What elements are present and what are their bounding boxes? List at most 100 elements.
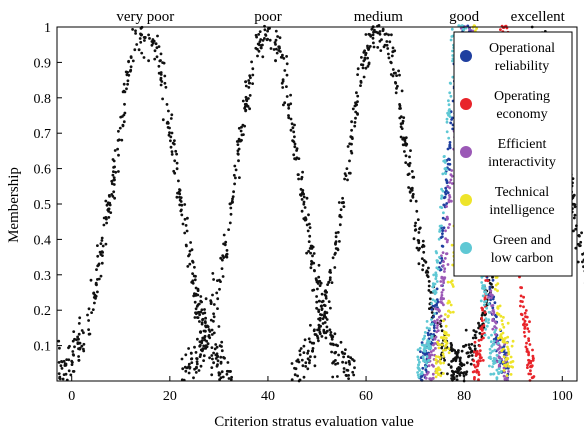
data-point xyxy=(425,320,429,323)
data-point xyxy=(416,355,420,359)
data-point xyxy=(307,337,311,341)
data-point xyxy=(180,208,183,212)
data-point xyxy=(401,137,405,141)
data-point xyxy=(204,346,207,350)
data-point xyxy=(484,317,488,320)
data-point xyxy=(178,188,181,191)
data-point xyxy=(243,106,247,110)
data-point xyxy=(523,325,527,329)
data-point xyxy=(175,167,179,171)
data-point xyxy=(528,343,532,346)
data-point xyxy=(377,24,381,27)
data-point xyxy=(354,116,357,120)
data-point xyxy=(195,316,199,319)
data-point xyxy=(222,256,226,259)
data-point xyxy=(424,368,428,372)
data-point xyxy=(218,287,221,291)
data-point xyxy=(445,189,448,193)
data-point xyxy=(61,377,65,381)
data-point xyxy=(120,138,124,142)
data-point xyxy=(113,149,117,152)
data-point xyxy=(303,218,307,222)
data-point xyxy=(199,348,203,352)
data-point xyxy=(220,267,224,270)
data-point xyxy=(407,186,410,189)
y-tick-label: 1 xyxy=(44,21,51,36)
data-point xyxy=(444,336,448,340)
y-tick-label: 0.4 xyxy=(34,233,52,248)
data-point xyxy=(491,319,494,322)
data-point xyxy=(225,372,229,376)
data-point xyxy=(211,293,214,297)
data-point xyxy=(404,161,408,165)
data-point xyxy=(445,205,448,208)
data-point xyxy=(378,32,382,36)
data-point xyxy=(387,52,390,56)
data-point xyxy=(212,319,215,323)
data-point xyxy=(161,97,165,101)
data-point xyxy=(430,311,434,314)
data-point xyxy=(155,46,159,50)
data-point xyxy=(424,365,427,369)
data-point xyxy=(446,372,449,376)
data-point xyxy=(402,116,406,119)
data-point xyxy=(318,332,322,336)
data-point xyxy=(500,349,504,353)
data-point xyxy=(165,103,169,106)
data-point xyxy=(336,231,340,234)
data-point xyxy=(127,60,130,64)
data-point xyxy=(301,189,305,192)
data-point xyxy=(574,246,578,250)
data-point xyxy=(293,145,297,149)
data-point xyxy=(281,86,285,89)
data-point xyxy=(467,355,470,359)
data-point xyxy=(201,317,205,321)
data-point xyxy=(184,243,188,247)
data-point xyxy=(78,347,82,351)
data-point xyxy=(448,108,451,111)
legend: Operational reliability Operating economy Ef… xyxy=(453,31,573,277)
data-point xyxy=(475,350,479,353)
data-point xyxy=(202,359,206,362)
data-point xyxy=(436,308,439,311)
data-point xyxy=(451,127,455,131)
data-point xyxy=(129,65,133,69)
data-point xyxy=(64,362,68,366)
data-point xyxy=(451,49,454,53)
data-point xyxy=(204,297,208,301)
data-point xyxy=(462,345,465,348)
data-point xyxy=(448,145,452,149)
data-point xyxy=(133,48,137,52)
data-point xyxy=(237,126,241,130)
data-point xyxy=(214,343,218,346)
data-point xyxy=(98,250,102,254)
data-point xyxy=(303,206,307,209)
data-point xyxy=(301,364,305,368)
data-point xyxy=(143,39,146,42)
data-point xyxy=(350,128,353,132)
data-point xyxy=(480,325,484,329)
data-point xyxy=(444,331,448,334)
data-point xyxy=(519,294,523,298)
data-point xyxy=(396,84,399,88)
data-point xyxy=(529,372,532,376)
data-point xyxy=(216,359,220,363)
data-point xyxy=(441,264,445,267)
data-point xyxy=(326,283,329,286)
data-point xyxy=(573,213,577,217)
data-point xyxy=(100,236,104,240)
data-point xyxy=(417,262,421,266)
data-point xyxy=(153,57,157,61)
data-point xyxy=(364,66,368,70)
data-point xyxy=(434,303,437,307)
data-point xyxy=(417,375,421,379)
data-point xyxy=(285,73,289,77)
data-point xyxy=(317,275,321,279)
data-point xyxy=(449,38,453,42)
data-point xyxy=(321,322,325,325)
data-point xyxy=(442,155,446,159)
data-point xyxy=(304,365,308,368)
data-point xyxy=(443,257,447,260)
data-point xyxy=(210,333,214,336)
data-point xyxy=(341,352,345,355)
